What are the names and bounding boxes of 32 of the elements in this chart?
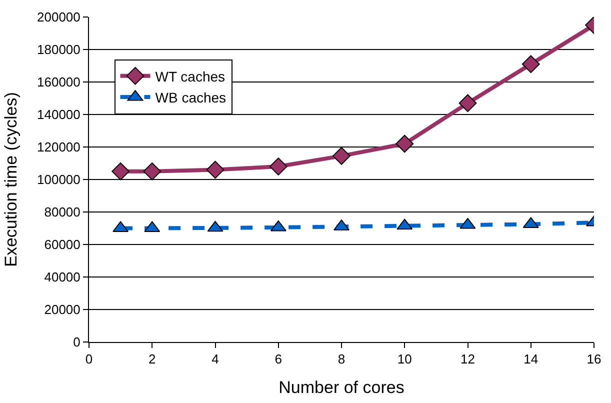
x-tick-label: 10 — [397, 352, 412, 367]
x-tick-label: 0 — [85, 352, 93, 367]
x-tick-label: 16 — [586, 352, 602, 367]
y-tick-label: 120000 — [37, 140, 80, 155]
point — [458, 94, 477, 112]
x-tick-label: 12 — [460, 352, 475, 367]
y-tick-label: 20000 — [44, 302, 80, 318]
x-tick-label: 14 — [524, 352, 538, 367]
y-tick-label: 140000 — [37, 107, 80, 122]
y-tick-label: 0 — [73, 334, 80, 350]
y-tick-label: 80000 — [44, 204, 80, 220]
point — [396, 134, 414, 153]
point — [332, 146, 350, 165]
x-tick-label: 6 — [274, 352, 282, 367]
legend-label: WB caches — [155, 90, 226, 106]
legend-label: WT caches — [155, 68, 226, 84]
y-tick-label: 100000 — [37, 172, 80, 188]
x-tick-label: 4 — [212, 352, 219, 367]
point — [269, 158, 288, 176]
point — [522, 55, 540, 74]
point — [112, 162, 130, 180]
x-axis-title: Number of cores — [278, 378, 404, 397]
point — [143, 162, 162, 180]
y-axis-title: Execution time (cycles) — [2, 92, 21, 267]
x-tick-label: 2 — [148, 352, 156, 367]
y-tick-label: 40000 — [44, 270, 80, 285]
y-tick-label: 180000 — [37, 42, 80, 58]
point — [206, 160, 224, 179]
y-tick-label: 160000 — [37, 74, 80, 90]
y-tick-label: 60000 — [44, 237, 80, 252]
x-tick-label: 8 — [338, 352, 346, 367]
y-tick-label: 200000 — [37, 10, 80, 25]
